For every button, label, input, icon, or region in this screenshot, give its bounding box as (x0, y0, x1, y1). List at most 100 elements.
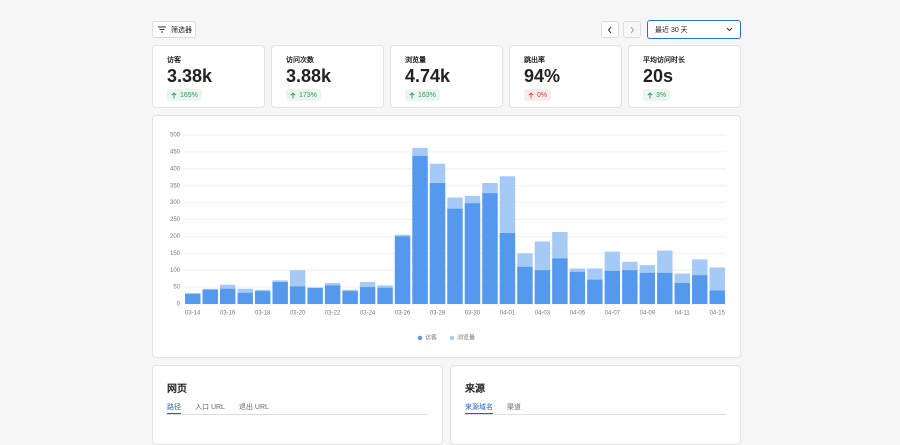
metric-card: 平均访问时长 20s 3% (628, 45, 741, 108)
metric-value: 3.38k (167, 66, 213, 86)
bar (202, 289, 218, 304)
bar (692, 275, 708, 304)
x-tick-label: 04-01 (500, 311, 516, 317)
metric-label: 跳出率 (524, 57, 545, 64)
change-value: 173% (299, 91, 317, 99)
bar (254, 291, 271, 304)
change-value: 0% (537, 91, 548, 99)
tab[interactable]: 入口 URL (195, 404, 225, 411)
tab-bar: 路径 入口 URL 退出 URL (167, 402, 428, 415)
panel: 来源来源域名 渠道 (450, 365, 741, 445)
bar (272, 282, 288, 304)
filter-button[interactable]: 筛选器 (152, 21, 196, 38)
bar (499, 233, 516, 304)
tab[interactable]: 路径 (167, 402, 181, 414)
bar (307, 287, 323, 304)
metric-card: 浏览量 4.74k 163% (390, 45, 503, 108)
metric-label: 浏览量 (405, 57, 426, 64)
chevron (726, 27, 733, 32)
bar (342, 291, 358, 304)
filter-icon (158, 26, 166, 33)
x-tick-label: 04-15 (710, 311, 726, 317)
arrow-icon (528, 91, 534, 98)
bar (674, 283, 690, 304)
metric-change: 173% (286, 89, 321, 101)
bar (185, 293, 201, 304)
metric-change: 3% (643, 89, 671, 101)
chart-panel: 0 50 100 150 200 250 300 350 400 450 500 03-14 03-16… (152, 115, 741, 358)
y-tick-label: 0 (177, 302, 181, 308)
metric-change: 163% (405, 89, 440, 101)
next-button[interactable] (623, 21, 641, 38)
bar (289, 286, 306, 304)
change-value: 3% (656, 91, 667, 99)
metric-value: 94% (524, 66, 561, 86)
change-value: 165% (180, 91, 198, 99)
metric-label: 访问次数 (286, 57, 314, 64)
x-tick-label: 04-11 (675, 311, 691, 317)
panel: 网页路径 入口 URL 退出 URL (152, 365, 443, 445)
tab[interactable]: 渠道 (507, 404, 521, 411)
metric-value: 4.74k (405, 66, 451, 86)
bar (534, 270, 551, 304)
metric-change: 165% (167, 89, 202, 101)
page: 筛选器 最近 30 天 访客 3.38k 165% 访问次数 3.88k 173% 浏览量 4… (152, 20, 741, 445)
metric-value: 3.88k (286, 66, 332, 86)
arrow-icon (290, 91, 296, 98)
y-tick-label: 150 (170, 251, 181, 257)
x-tick-label: 04-05 (570, 311, 586, 317)
bar (377, 287, 393, 304)
filter-label: 筛选器 (171, 26, 192, 34)
x-tick-label: 03-14 (185, 311, 201, 317)
tab[interactable]: 退出 URL (238, 404, 269, 411)
metric-card: 跳出率 94% 0% (509, 45, 622, 108)
metric-value: 20s (643, 66, 674, 86)
bar (482, 193, 498, 304)
metric-label: 平均访问时长 (643, 57, 685, 64)
bar (709, 290, 725, 304)
bar (587, 279, 603, 304)
bar (359, 287, 376, 304)
bar (569, 271, 586, 304)
bar (237, 292, 253, 304)
x-tick-label: 03-16 (220, 311, 236, 317)
y-tick-label: 500 (170, 133, 181, 139)
bar (394, 236, 411, 304)
y-tick-label: 100 (170, 268, 181, 274)
legend-label: 浏览量 (457, 334, 475, 342)
prev-button[interactable] (601, 21, 619, 38)
bar (447, 208, 463, 304)
tab-bar: 来源域名 渠道 (465, 402, 726, 415)
y-tick-label: 450 (170, 149, 181, 155)
arrow-icon (171, 91, 177, 98)
bar (464, 203, 481, 304)
legend-swatch (449, 335, 455, 341)
y-tick-label: 250 (170, 217, 181, 223)
change-value: 163% (418, 91, 436, 99)
arrow-icon (647, 91, 653, 98)
x-tick-label: 03-18 (255, 311, 271, 317)
chart: 0 50 100 150 200 250 300 350 400 450 500 03-14 03-16… (170, 133, 726, 342)
metric-card: 访客 3.38k 165% (152, 45, 265, 108)
range-select[interactable]: 最近 30 天 (647, 20, 741, 39)
tab[interactable]: 来源域名 (465, 402, 493, 414)
x-tick-label: 03-26 (395, 311, 411, 317)
panel-title: 网页 (167, 384, 187, 395)
bar (324, 285, 341, 304)
bar (429, 182, 446, 304)
x-tick-label: 04-07 (605, 311, 621, 317)
panel-title: 来源 (465, 384, 485, 395)
x-tick-label: 04-03 (535, 311, 551, 317)
x-tick-label: 03-24 (360, 311, 376, 317)
bar (552, 258, 568, 304)
metric-change: 0% (524, 89, 552, 101)
bar (412, 155, 428, 304)
range-label: 最近 30 天 (655, 26, 688, 34)
metric-card: 访问次数 3.88k 173% (271, 45, 384, 108)
arrow-icon (409, 91, 415, 98)
bar (220, 288, 236, 304)
y-tick-label: 200 (170, 234, 181, 240)
x-tick-label: 03-28 (430, 311, 446, 317)
x-tick-label: 03-22 (325, 311, 341, 317)
bar (657, 272, 673, 304)
